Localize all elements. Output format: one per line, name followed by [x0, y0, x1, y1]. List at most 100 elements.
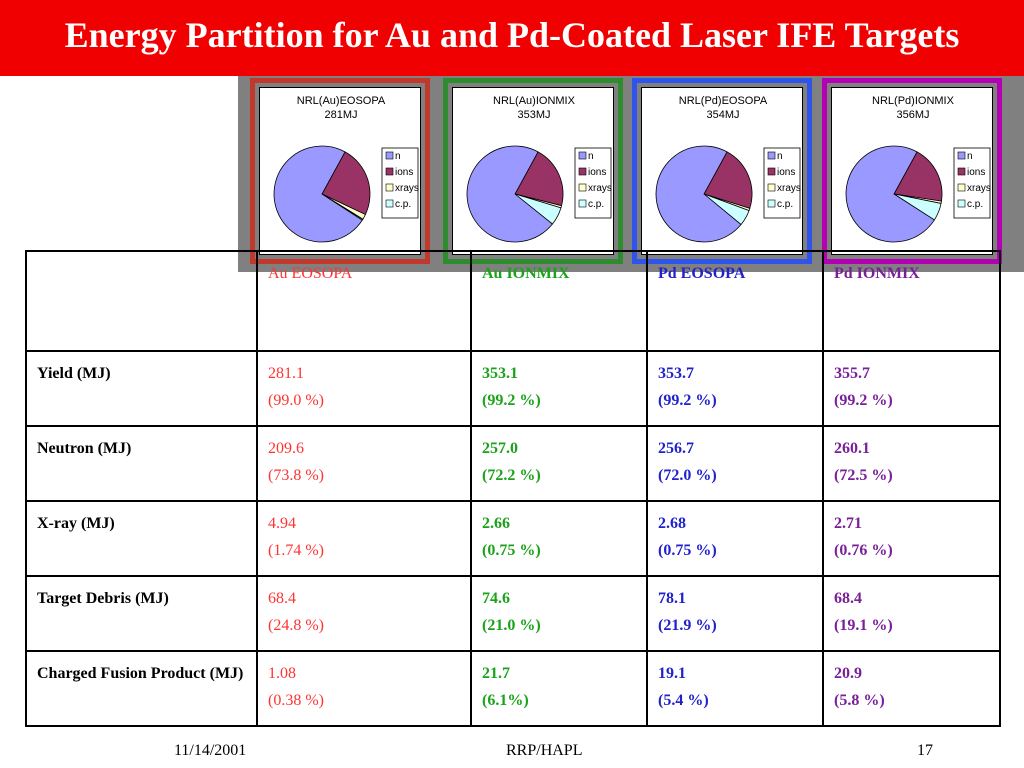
legend-label-cp-pd-eosopa: c.p.: [777, 199, 793, 210]
legend-label-xrays-pd-ionmix: xrays: [967, 183, 991, 194]
table-cell: 21.7 (6.1%): [470, 650, 648, 727]
pie-slice-n-au-eosopa: [273, 145, 363, 243]
legend-label-ions-pd-eosopa: ions: [777, 167, 795, 178]
cell-percent: (1.74 %): [268, 542, 324, 560]
cell-value: 74.6: [482, 590, 510, 607]
legend-label-cp-au-eosopa: c.p.: [395, 199, 411, 210]
pie-slice-ions-pd-ionmix: [893, 151, 943, 202]
legend-swatch-ions-pd-eosopa: [767, 167, 776, 176]
pie-svg-pd-ionmix: NRL(Pd)IONMIX 356MJ n ions xrays c.p.: [845, 95, 991, 243]
pie-slice-ions-pd-eosopa: [703, 151, 753, 209]
cell-percent: (72.0 %): [658, 467, 717, 485]
table-row: X-ray (MJ) 4.94 (1.74 %) 2.66 (0.75 %) 2.68 (0…: [25, 500, 1001, 577]
legend-swatch-xrays-pd-ionmix: [957, 183, 966, 192]
table-row: Target Debris (MJ) 68.4 (24.8 %) 74.6 (21.0 …: [25, 575, 1001, 652]
legend-label-xrays-au-eosopa: xrays: [395, 183, 419, 194]
table-cell: 68.4 (19.1 %): [822, 575, 1001, 652]
cell-percent: (0.38 %): [268, 692, 324, 710]
legend-swatch-n-au-ionmix: [578, 151, 587, 160]
pie-subtitle-au-eosopa: 281MJ: [324, 109, 357, 121]
table-cell: 68.4 (24.8 %): [256, 575, 472, 652]
row-label: Neutron (MJ): [25, 425, 258, 502]
pie-title-au-eosopa: NRL(Au)EOSOPA: [297, 95, 386, 107]
table-cell: 353.7 (99.2 %): [646, 350, 824, 427]
pie-svg-pd-eosopa: NRL(Pd)EOSOPA 354MJ n ions xrays c.p.: [655, 95, 801, 243]
legend-label-ions-au-eosopa: ions: [395, 167, 413, 178]
slide-title: Energy Partition for Au and Pd-Coated La…: [64, 15, 960, 55]
legend-swatch-cp-pd-eosopa: [767, 199, 776, 208]
cell-value: 281.1: [268, 365, 304, 382]
table-row: Neutron (MJ) 209.6 (73.8 %) 257.0 (72.2 %) 25…: [25, 425, 1001, 502]
table-header-cell: Pd EOSOPA: [646, 250, 824, 352]
legend-swatch-xrays-pd-eosopa: [767, 183, 776, 192]
cell-value: 21.7: [482, 665, 510, 682]
table-cell: 4.94 (1.74 %): [256, 500, 472, 577]
cell-percent: (72.5 %): [834, 467, 893, 485]
legend-label-cp-au-ionmix: c.p.: [588, 199, 604, 210]
table-cell: 257.0 (72.2 %): [470, 425, 648, 502]
cell-value: 2.68: [658, 515, 686, 532]
pie-chart-pd-ionmix: NRL(Pd)IONMIX 356MJ n ions xrays c.p.: [822, 78, 1002, 264]
table-cell: 74.6 (21.0 %): [470, 575, 648, 652]
table-cell: 260.1 (72.5 %): [822, 425, 1001, 502]
cell-percent: (99.2 %): [658, 392, 717, 410]
row-label: Charged Fusion Product (MJ): [25, 650, 258, 727]
pie-chart-au-eosopa: NRL(Au)EOSOPA 281MJ n ions xrays c.p.: [250, 78, 430, 264]
pie-title-pd-eosopa: NRL(Pd)EOSOPA: [679, 95, 768, 107]
table-header-cell: [25, 250, 258, 352]
table-row: Charged Fusion Product (MJ) 1.08 (0.38 %) 2…: [25, 650, 1001, 727]
pie-chart-pd-eosopa: NRL(Pd)EOSOPA 354MJ n ions xrays c.p.: [632, 78, 812, 264]
cell-percent: (21.0 %): [482, 617, 541, 635]
cell-percent: (6.1%): [482, 692, 529, 710]
table-cell: 355.7 (99.2 %): [822, 350, 1001, 427]
legend-label-xrays-pd-eosopa: xrays: [777, 183, 801, 194]
cell-percent: (73.8 %): [268, 467, 324, 485]
cell-percent: (99.2 %): [834, 392, 893, 410]
table-header-row: Au EOSOPA Au IONMIX Pd EOSOPA Pd IONMIX: [25, 250, 1001, 352]
table-header-cell: Au EOSOPA: [256, 250, 472, 352]
footer-center: RRP/HAPL: [506, 742, 583, 759]
cell-percent: (99.2 %): [482, 392, 541, 410]
pie-slice-n-pd-eosopa: [655, 145, 742, 243]
pie-slice-ions-au-eosopa: [321, 151, 371, 216]
table-cell: 2.68 (0.75 %): [646, 500, 824, 577]
footer-page-number: 17: [917, 742, 933, 759]
table-cell: 2.66 (0.75 %): [470, 500, 648, 577]
cell-percent: (21.9 %): [658, 617, 717, 635]
table-cell: 256.7 (72.0 %): [646, 425, 824, 502]
legend-swatch-cp-pd-ionmix: [957, 199, 966, 208]
pie-chart-au-ionmix: NRL(Au)IONMIX 353MJ n ions xrays c.p.: [443, 78, 623, 264]
cell-value: 68.4: [268, 590, 296, 607]
cell-percent: (24.8 %): [268, 617, 324, 635]
row-label: Target Debris (MJ): [25, 575, 258, 652]
legend-label-n-au-ionmix: n: [588, 151, 594, 162]
legend-swatch-ions-au-eosopa: [385, 167, 394, 176]
row-label: Yield (MJ): [25, 350, 258, 427]
cell-percent: (72.2 %): [482, 467, 541, 485]
table-cell: 281.1 (99.0 %): [256, 350, 472, 427]
cell-percent: (0.76 %): [834, 542, 893, 560]
legend-swatch-ions-pd-ionmix: [957, 167, 966, 176]
legend-label-n-au-eosopa: n: [395, 151, 401, 162]
cell-value: 353.7: [658, 365, 694, 382]
pie-slice-n-au-ionmix: [466, 145, 554, 243]
cell-value: 353.1: [482, 365, 518, 382]
pie-chart-strip: NRL(Au)EOSOPA 281MJ n ions xrays c.p. NRL(Au)…: [238, 76, 1024, 272]
legend-swatch-xrays-au-eosopa: [385, 183, 394, 192]
cell-value: 19.1: [658, 665, 686, 682]
table-cell: 20.9 (5.8 %): [822, 650, 1001, 727]
legend-label-xrays-au-ionmix: xrays: [588, 183, 612, 194]
legend-swatch-n-pd-eosopa: [767, 151, 776, 160]
legend-label-ions-au-ionmix: ions: [588, 167, 606, 178]
pie-subtitle-pd-eosopa: 354MJ: [706, 109, 739, 121]
table-cell: 1.08 (0.38 %): [256, 650, 472, 727]
cell-percent: (0.75 %): [658, 542, 717, 560]
cell-value: 355.7: [834, 365, 870, 382]
cell-percent: (0.75 %): [482, 542, 541, 560]
footer-date: 11/14/2001: [174, 742, 247, 759]
table-cell: 78.1 (21.9 %): [646, 575, 824, 652]
pie-slice-n-pd-ionmix: [845, 145, 935, 243]
cell-value: 68.4: [834, 590, 862, 607]
pie-title-pd-ionmix: NRL(Pd)IONMIX: [872, 95, 955, 107]
row-label: X-ray (MJ): [25, 500, 258, 577]
